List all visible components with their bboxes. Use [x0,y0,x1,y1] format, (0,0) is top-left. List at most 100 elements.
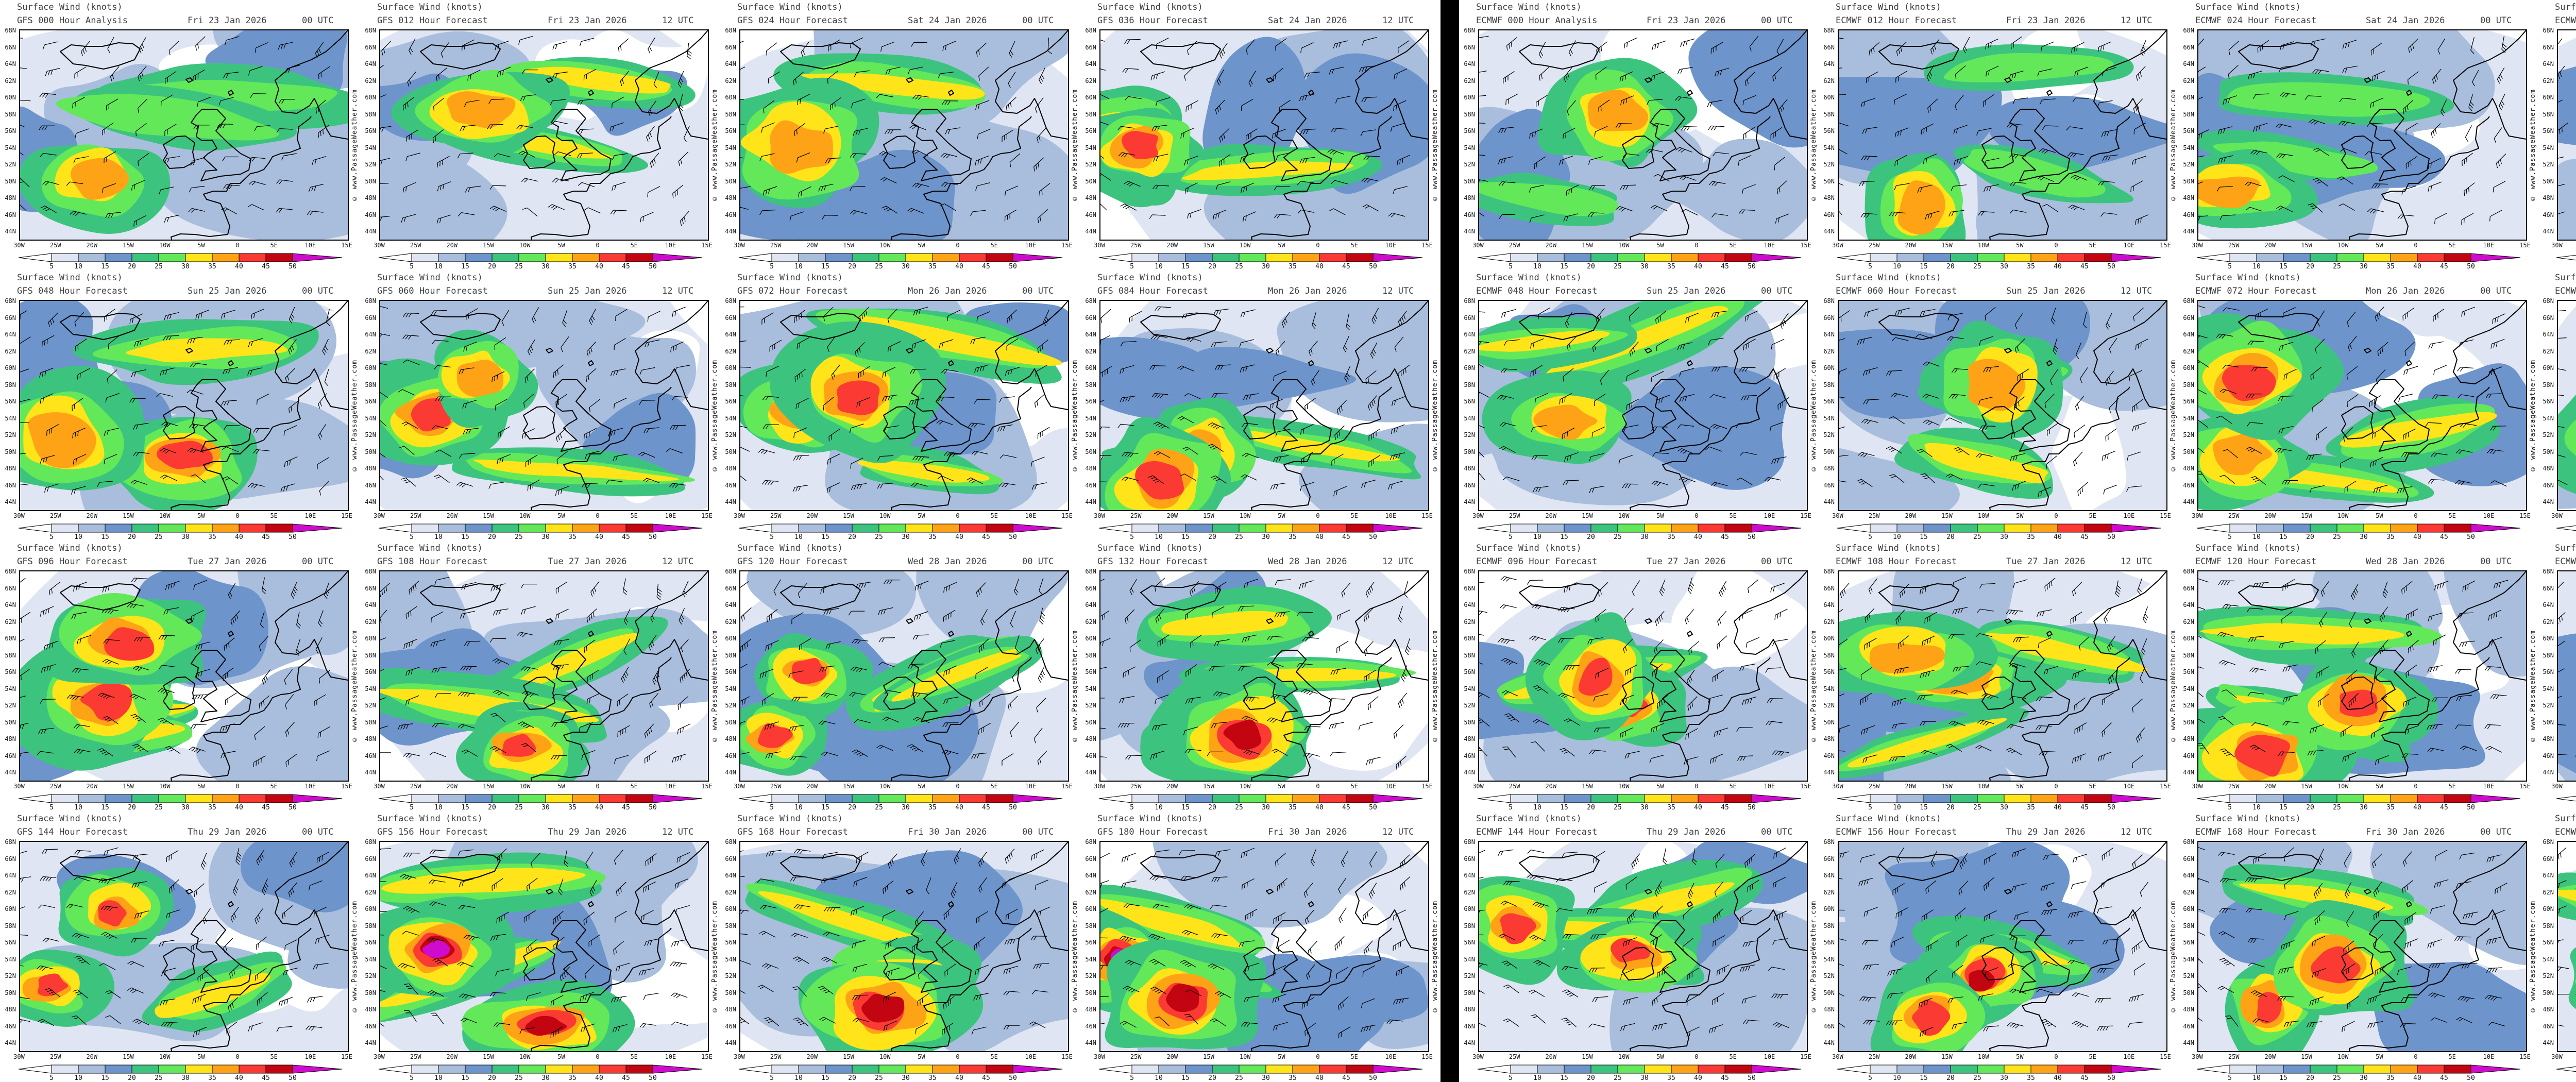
lon-label: 15W [843,783,854,790]
valid-date: Fri 23 Jan 2026 [1647,15,1726,26]
lon-label: 0 [596,1053,600,1060]
valid-time-utc: 00 UTC [302,556,334,567]
lat-label: 46N [2183,211,2194,218]
latitude-axis: 68N 66N 64N 62N 60N 58N 56N 54N 52N 50N 48N 46N 44N [2178,568,2196,775]
lon-label: 30W [2551,242,2563,249]
svg-text:20: 20 [1587,263,1595,270]
lon-label: 10E [2123,1053,2135,1060]
lon-label: 5E [1729,1053,1737,1060]
lat-label: 46N [1464,752,1475,759]
lon-label: 25W [1130,783,1142,790]
lon-label: 10E [665,512,676,519]
lat-label: 48N [1823,1006,1835,1013]
latitude-axis: 68N 66N 64N 62N 60N 58N 56N 54N 52N 50N 48N 46N 44N [1819,27,1836,234]
lat-label: 64N [2543,872,2554,879]
svg-text:50: 50 [1369,263,1377,270]
map-frame [379,570,709,782]
latitude-axis: 68N 66N 64N 62N 60N 58N 56N 54N 52N 50N 48N 46N 44N [2178,27,2196,234]
lat-label: 48N [1085,465,1096,472]
lon-label: 5W [2016,512,2024,519]
lon-label: 15E [701,512,713,519]
svg-text:25: 25 [2333,533,2341,540]
svg-text:25: 25 [1235,533,1243,540]
lat-label: 46N [5,211,16,218]
lat-label: 66N [725,314,736,322]
map-frame [19,570,349,782]
lon-label: 15E [2160,1053,2171,1060]
svg-text:45: 45 [2440,804,2448,811]
lat-label: 60N [1823,364,1835,371]
latitude-axis: 68N 66N 64N 62N 60N 58N 56N 54N 52N 50N 48N 46N 44N [0,27,18,234]
panel-title: Surface Wind (knots) [737,543,843,553]
lat-label: 54N [1823,144,1835,151]
lat-label: 54N [365,144,376,151]
lat-label: 44N [1085,498,1096,505]
svg-text:10: 10 [1893,533,1901,540]
valid-time-utc: 12 UTC [2121,286,2153,296]
lon-label: 15W [1582,783,1593,790]
lon-label: 25W [1868,1053,1880,1060]
svg-text:5: 5 [2228,1074,2232,1081]
valid-date: Sun 25 Jan 2026 [1647,286,1726,296]
lat-label: 46N [1464,211,1475,218]
gfs-panel-grid: Surface Wind (knots) GFS 000 Hour Analys… [0,0,1440,1082]
latitude-axis: 68N 66N 64N 62N 60N 58N 56N 54N 52N 50N 48N 46N 44N [360,839,378,1046]
forecast-panel: Surface Wind (knots) ECMWF 060 Hour Fore… [1819,270,2178,541]
forecast-panel: Surface Wind (knots) GFS 036 Hour Foreca… [1080,0,1440,270]
model-run-label: GFS 012 Hour Forecast [377,15,488,26]
svg-text:30: 30 [1640,533,1649,540]
model-run-label: ECMWF 000 Hour Analysis [1476,15,1598,26]
lon-label: 25W [1868,242,1880,249]
forecast-panel: Surface Wind (knots) ECMWF 072 Hour Fore… [2178,270,2538,541]
map-frame [2557,300,2576,511]
lat-label: 68N [1085,838,1096,846]
lat-label: 46N [725,752,736,759]
svg-text:20: 20 [1208,263,1216,270]
lon-label: 5W [1278,242,1285,249]
watermark: © www.PassageWeather.com [1071,630,1079,743]
lon-label: 20W [446,512,458,519]
lat-label: 64N [5,601,16,608]
map-frame [1838,29,2167,241]
map-frame [1099,29,1429,241]
lat-label: 68N [2543,297,2554,305]
lat-label: 52N [5,702,16,709]
wind-map [1479,571,1807,781]
valid-date: Sat 24 Jan 2026 [908,15,987,26]
lon-label: 5E [2089,783,2096,790]
lat-label: 58N [1085,381,1096,388]
lon-label: 5W [197,783,205,790]
lat-label: 50N [2543,177,2554,185]
lat-label: 50N [365,718,376,726]
panel-subheader: GFS 144 Hour Forecast Thu 29 Jan 2026 00… [0,827,360,839]
lat-label: 62N [1464,347,1475,355]
panel-title: Surface Wind (knots) [1097,814,1203,824]
lon-label: 10E [304,242,316,249]
forecast-panel: Surface Wind (knots) ECMWF 048 Hour Fore… [1459,270,1819,541]
lat-label: 66N [365,584,376,592]
svg-text:40: 40 [235,263,243,270]
lat-label: 50N [1464,448,1475,455]
lat-label: 66N [5,855,16,863]
model-run-label: ECMWF 012 Hour Forecast [1836,15,1957,26]
map-frame [1478,300,1808,511]
lon-label: 30W [1472,242,1484,249]
watermark: © www.PassageWeather.com [2170,630,2177,743]
watermark: © www.PassageWeather.com [2529,901,2537,1014]
lon-label: 20W [1166,512,1178,519]
lon-label: 20W [446,242,458,249]
lat-label: 64N [365,872,376,879]
forecast-panel: Surface Wind (knots) GFS 096 Hour Foreca… [0,541,360,812]
lon-label: 15E [1421,783,1433,790]
lat-label: 46N [365,481,376,489]
lon-label: 30W [1832,1053,1843,1060]
lon-label: 10W [519,242,531,249]
wind-map [1479,842,1807,1051]
watermark: © www.PassageWeather.com [2170,360,2177,473]
lon-label: 5E [2089,512,2096,519]
map-frame [1478,841,1808,1052]
lat-label: 58N [365,110,376,118]
svg-text:5: 5 [49,1074,54,1081]
